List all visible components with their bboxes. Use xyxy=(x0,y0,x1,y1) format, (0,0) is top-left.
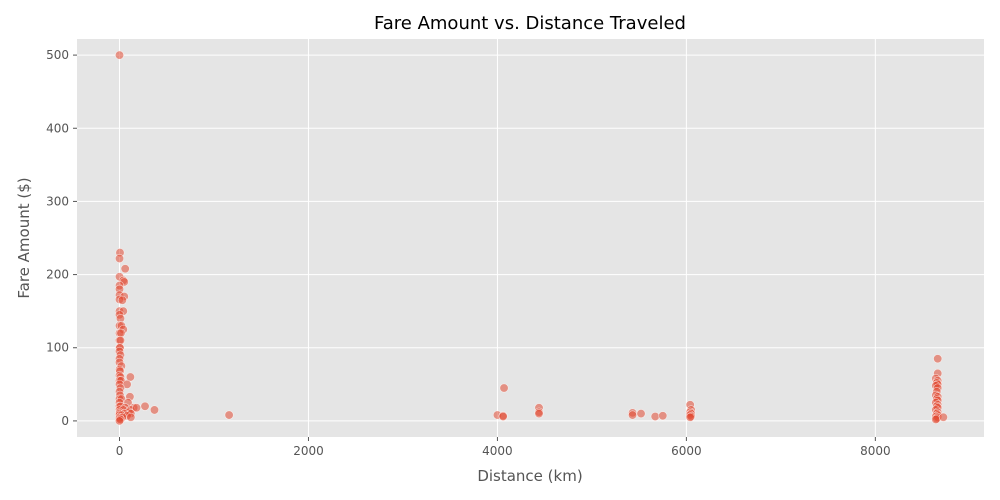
data-point xyxy=(140,401,150,411)
x-axis-ticks: 0 2000 4000 6000 8000 xyxy=(116,437,891,458)
y-tick-label: 100 xyxy=(46,341,69,355)
data-point xyxy=(628,410,638,420)
data-point xyxy=(125,372,135,382)
data-points xyxy=(115,50,948,426)
data-point xyxy=(149,405,159,415)
y-axis-ticks: 0 100 200 300 400 500 xyxy=(46,48,77,428)
plot-area xyxy=(77,39,984,437)
data-point xyxy=(115,416,125,426)
data-point xyxy=(938,412,948,422)
x-tick-label: 6000 xyxy=(671,444,702,458)
data-point xyxy=(126,412,136,422)
data-point xyxy=(933,354,943,364)
data-point xyxy=(224,410,234,420)
data-point xyxy=(498,412,508,422)
y-tick-label: 200 xyxy=(46,268,69,282)
x-tick-label: 8000 xyxy=(860,444,891,458)
data-point xyxy=(658,411,668,421)
chart-title: Fare Amount vs. Distance Traveled xyxy=(374,13,686,34)
y-tick-label: 0 xyxy=(61,414,69,428)
y-tick-label: 500 xyxy=(46,48,69,62)
data-point xyxy=(636,409,646,419)
data-point xyxy=(650,412,660,422)
data-point xyxy=(685,412,695,422)
data-point xyxy=(931,414,941,424)
y-tick-label: 400 xyxy=(46,121,69,135)
data-point xyxy=(120,264,130,274)
data-point xyxy=(132,403,142,413)
x-tick-label: 4000 xyxy=(482,444,513,458)
y-tick-label: 300 xyxy=(46,194,69,208)
grid-lines xyxy=(77,39,984,437)
data-point xyxy=(534,409,544,419)
x-axis-label: Distance (km) xyxy=(477,467,582,485)
data-point xyxy=(115,253,125,263)
y-axis-label: Fare Amount ($) xyxy=(15,177,33,298)
data-point xyxy=(115,50,125,60)
x-tick-label: 2000 xyxy=(293,444,324,458)
x-tick-label: 0 xyxy=(116,444,124,458)
data-point xyxy=(499,383,509,393)
data-point xyxy=(117,295,127,305)
